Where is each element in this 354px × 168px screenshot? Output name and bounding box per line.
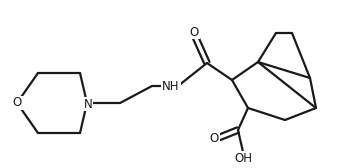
Text: O: O (12, 96, 22, 110)
Text: N: N (84, 97, 92, 111)
Text: NH: NH (162, 79, 180, 93)
Text: O: O (209, 132, 219, 144)
Text: O: O (189, 26, 199, 38)
Text: OH: OH (234, 152, 252, 164)
